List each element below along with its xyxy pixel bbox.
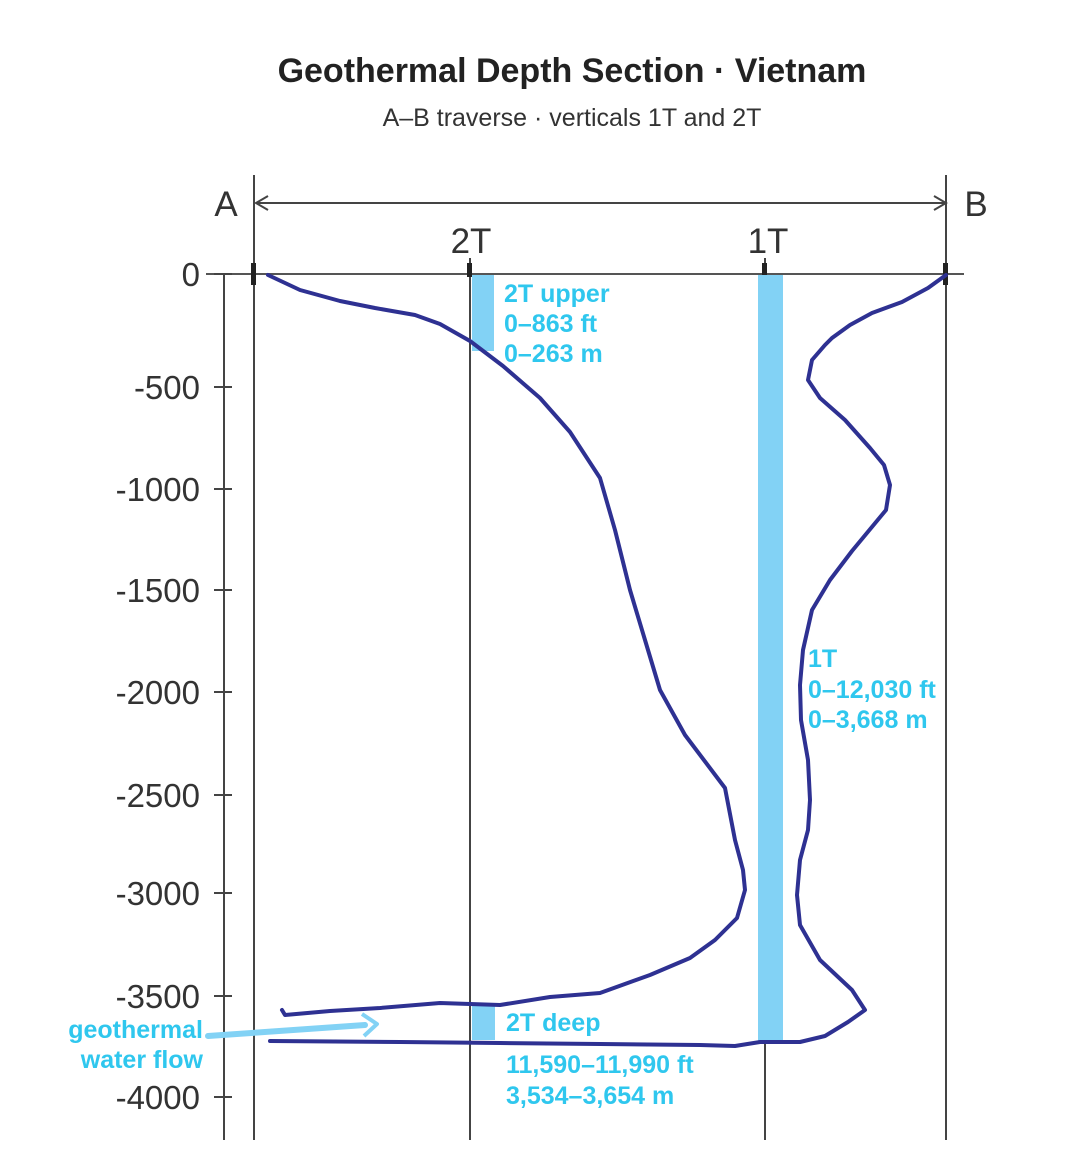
annotation-1t-feet: 0–12,030 ft (808, 676, 937, 704)
depth-tick-label: -3000 (116, 875, 200, 912)
depth-tick-label: -4000 (116, 1079, 200, 1116)
annotation-water-flow: geothermal water flow (68, 1016, 203, 1074)
water-flow-arrow-head (360, 1012, 379, 1038)
interval-bar-2t-deep (472, 1006, 495, 1040)
interval-bar-2t-upper (472, 275, 494, 351)
depth-axis-ticks (214, 273, 232, 1098)
vertical-label-1t: 1T (748, 222, 789, 261)
traverse-arrow-left (254, 195, 269, 211)
geothermal-profile-curve (266, 273, 747, 1017)
annotation-2t-deep: 2T deep 11,590–11,990 ft 3,534–3,654 m (506, 1009, 694, 1110)
geothermal-profile-curve (268, 273, 948, 1048)
page-title: Geothermal Depth Section · Vietnam (277, 52, 867, 90)
annotation-1t: 1T 0–12,030 ft 0–3,668 m (808, 645, 937, 734)
annotation-2t-upper-feet: 0–863 ft (504, 310, 598, 338)
annotation-2t-upper-meters: 0–263 m (504, 340, 603, 368)
interval-bar-1t (758, 275, 783, 1041)
depth-tick-label: -2000 (116, 674, 200, 711)
depth-tick-label: -2500 (116, 777, 200, 814)
water-flow-label-line1: geothermal (68, 1016, 203, 1044)
annotation-1t-title: 1T (808, 645, 837, 673)
water-flow-label-line2: water flow (80, 1046, 204, 1074)
vertical-label-2t: 2T (451, 222, 492, 261)
depth-tick-label: -500 (134, 369, 200, 406)
annotation-2t-deep-feet: 11,590–11,990 ft (506, 1051, 694, 1079)
surface-tick-2t (467, 263, 472, 277)
endpoint-label-a: A (214, 185, 238, 224)
endpoint-label-b: B (964, 185, 987, 224)
depth-tick-label: -3500 (116, 978, 200, 1015)
annotation-2t-upper: 2T upper 0–863 ft 0–263 m (504, 280, 610, 368)
surface-tick-a (251, 263, 256, 285)
annotation-2t-upper-title: 2T upper (504, 280, 610, 308)
depth-tick-label: 0 (182, 256, 200, 293)
page-subtitle: A–B traverse · verticals 1T and 2T (382, 104, 762, 132)
depth-tick-label: -1000 (116, 471, 200, 508)
water-flow-arrow-shaft (205, 1022, 368, 1039)
annotation-2t-deep-title: 2T deep (506, 1009, 600, 1037)
surface-tick-1t (762, 263, 767, 277)
annotation-1t-meters: 0–3,668 m (808, 706, 928, 734)
annotation-2t-deep-meters: 3,534–3,654 m (506, 1082, 674, 1110)
depth-axis-labels: 0 -500 -1000 -1500 -2000 -2500 -3000 -35… (116, 256, 200, 1116)
depth-tick-label: -1500 (116, 572, 200, 609)
